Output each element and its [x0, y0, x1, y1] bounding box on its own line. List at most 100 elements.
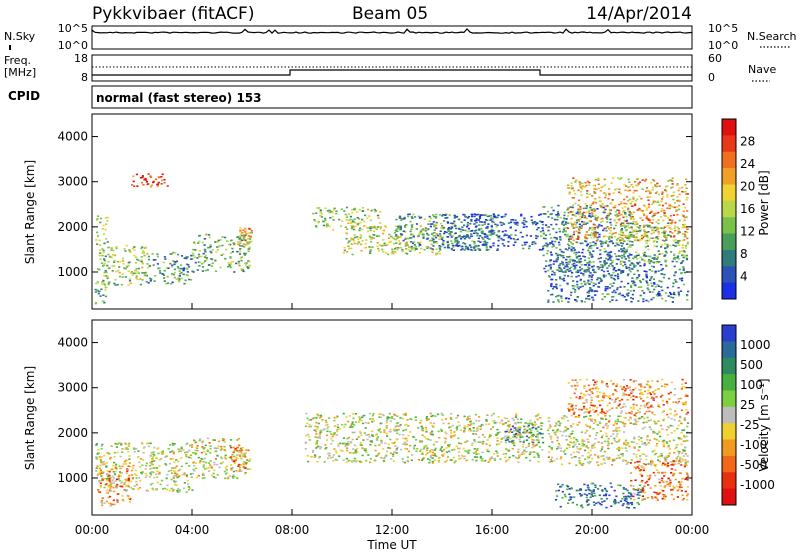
range-cell — [378, 235, 381, 237]
range-cell — [563, 267, 566, 269]
range-cell — [325, 226, 328, 228]
range-cell — [632, 229, 635, 232]
range-cell — [119, 467, 122, 470]
range-cell — [619, 286, 622, 288]
range-cell — [413, 244, 416, 246]
range-cell — [333, 419, 336, 422]
range-cell — [387, 447, 390, 449]
range-cell — [597, 441, 600, 443]
range-cell — [646, 282, 649, 284]
range-cell — [380, 439, 383, 442]
range-cell — [396, 249, 399, 251]
range-cell — [624, 258, 627, 260]
range-cell — [131, 488, 135, 490]
range-cell — [142, 252, 145, 254]
range-cell — [558, 241, 561, 244]
range-cell — [214, 259, 217, 262]
range-cell — [166, 185, 169, 187]
range-cell — [643, 264, 646, 267]
colorbar-swatch — [722, 200, 736, 218]
range-cell — [597, 216, 600, 219]
range-cell — [550, 278, 553, 281]
range-cell — [98, 456, 101, 458]
range-cell — [611, 299, 614, 301]
range-cell — [192, 468, 195, 471]
range-cell — [233, 462, 236, 464]
range-cell — [463, 455, 466, 458]
range-cell — [681, 247, 684, 249]
range-cell — [469, 222, 472, 225]
range-cell — [421, 453, 424, 455]
range-cell — [631, 200, 634, 203]
range-cell — [429, 223, 433, 225]
range-cell — [342, 459, 345, 461]
scatter-region — [192, 233, 252, 273]
range-cell — [600, 448, 604, 450]
range-cell — [604, 289, 607, 292]
range-cell — [535, 443, 538, 446]
range-cell — [676, 427, 679, 430]
range-cell — [488, 435, 492, 437]
range-cell — [431, 457, 434, 459]
range-cell — [124, 250, 127, 252]
range-cell — [435, 216, 438, 218]
range-cell — [627, 199, 630, 202]
range-cell — [625, 229, 628, 231]
range-cell — [639, 217, 642, 219]
range-cell — [435, 213, 438, 216]
range-cell — [515, 429, 518, 431]
range-cell — [179, 267, 182, 270]
range-cell — [640, 286, 643, 288]
range-cell — [407, 248, 410, 251]
range-cell — [678, 437, 681, 439]
range-cell — [151, 482, 154, 485]
range-cell — [648, 212, 652, 214]
range-cell — [227, 476, 230, 479]
range-cell — [430, 243, 433, 246]
range-cell — [432, 245, 435, 247]
range-cell — [127, 444, 130, 446]
range-cell — [435, 241, 438, 243]
range-cell — [212, 439, 215, 441]
range-cell — [565, 416, 568, 418]
range-cell — [455, 227, 458, 230]
range-cell — [152, 259, 155, 261]
range-cell — [607, 245, 610, 247]
range-cell — [410, 228, 413, 231]
range-cell — [685, 187, 688, 189]
range-cell — [496, 235, 500, 238]
range-cell — [488, 436, 491, 439]
range-cell — [632, 198, 635, 200]
range-cell — [162, 261, 165, 264]
range-cell — [536, 434, 539, 436]
range-cell — [115, 247, 118, 250]
range-cell — [621, 254, 624, 257]
range-cell — [130, 486, 133, 489]
range-cell — [401, 248, 404, 251]
range-cell — [466, 230, 469, 233]
range-cell — [194, 452, 197, 454]
range-cell — [425, 246, 428, 248]
range-cell — [380, 457, 383, 459]
range-cell — [121, 273, 124, 275]
range-cell — [402, 429, 405, 432]
range-cell — [441, 238, 444, 241]
range-cell — [482, 240, 485, 243]
range-cell — [454, 215, 457, 218]
range-cell — [559, 284, 562, 287]
range-cell — [158, 270, 162, 272]
range-cell — [187, 274, 190, 277]
range-cell — [247, 250, 250, 253]
range-cell — [318, 457, 321, 459]
range-cell — [571, 197, 574, 199]
range-cell — [127, 270, 130, 273]
range-cell — [564, 426, 567, 428]
range-cell — [216, 249, 219, 251]
range-cell — [180, 264, 183, 266]
range-cell — [533, 421, 537, 423]
range-cell — [497, 236, 501, 239]
range-cell — [683, 219, 686, 222]
range-cell — [414, 416, 417, 418]
range-cell — [411, 223, 414, 226]
range-cell — [618, 214, 621, 217]
